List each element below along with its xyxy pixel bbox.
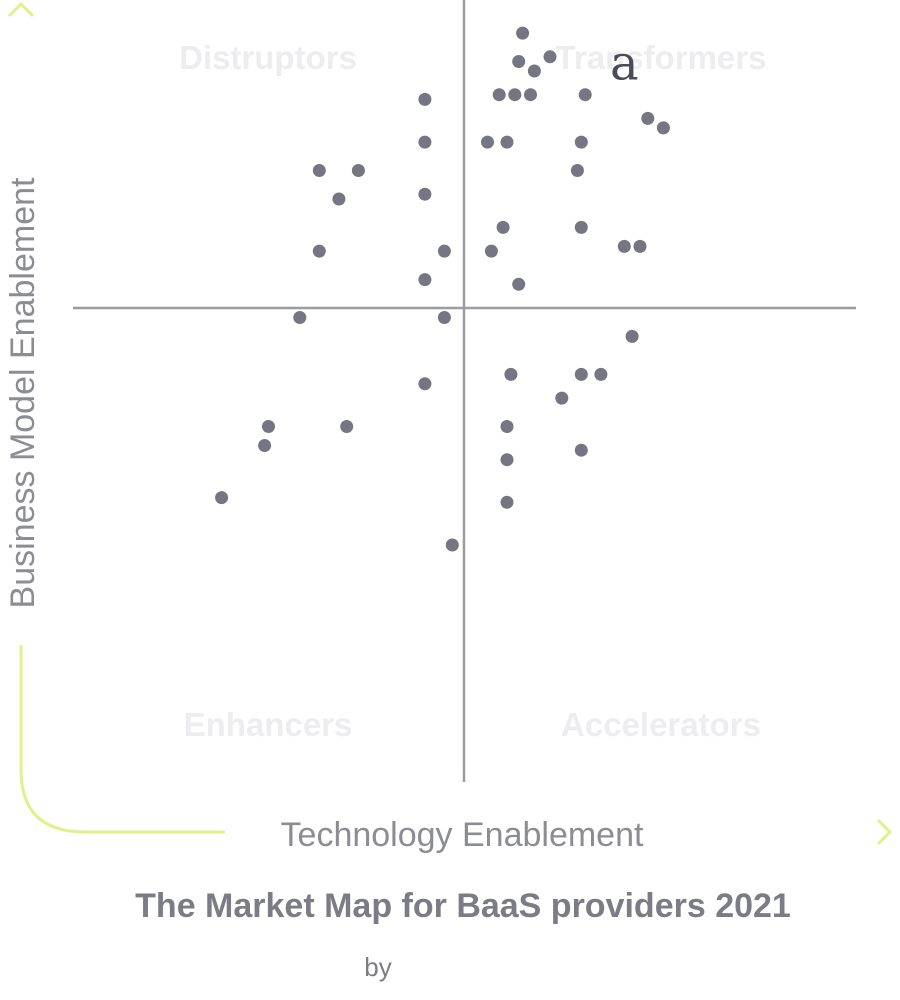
data-point-38 [262, 420, 275, 433]
data-point-13 [481, 135, 494, 149]
chart-title: The Market Map for BaaS providers 2021 [135, 887, 791, 925]
data-point-12 [418, 135, 432, 149]
data-point-3 [527, 64, 541, 78]
data-point-17 [351, 164, 365, 177]
data-point-11 [418, 92, 432, 106]
x-axis-arrow [710, 818, 892, 846]
data-point-21 [496, 220, 510, 234]
data-point-4 [543, 50, 557, 64]
data-point-22 [574, 220, 588, 234]
data-point-14 [500, 135, 514, 149]
data-point-37 [555, 391, 569, 405]
data-point-39 [340, 420, 354, 433]
quadrant-label-transformers: Transformers [556, 39, 767, 76]
data-point-30 [293, 311, 307, 324]
data-point-29 [512, 277, 526, 291]
byline: by [364, 952, 391, 982]
data-point-32 [625, 329, 639, 343]
data-point-45 [500, 495, 514, 509]
provider-logo-a: a [610, 36, 639, 92]
data-point-6 [508, 88, 522, 102]
data-point-40 [500, 420, 514, 433]
data-point-31 [437, 311, 451, 324]
data-point-7 [524, 88, 537, 102]
data-point-9 [641, 111, 655, 125]
data-point-43 [500, 453, 514, 467]
data-point-34 [504, 367, 518, 381]
data-point-25 [484, 244, 498, 258]
data-point-27 [633, 239, 647, 253]
data-point-36 [594, 367, 608, 381]
data-point-5 [492, 88, 506, 102]
data-point-33 [418, 377, 432, 391]
y-axis-arrow [7, 2, 35, 150]
data-point-15 [574, 135, 588, 149]
data-points [215, 26, 670, 552]
data-point-19 [418, 187, 432, 201]
quadrant-label-distruptors: Distruptors [179, 39, 357, 76]
x-axis-title: Technology Enablement [281, 816, 644, 854]
axis-corner-line [19, 645, 225, 834]
data-point-10 [656, 121, 670, 135]
y-axis-title: Business Model Enablement [4, 177, 42, 608]
data-point-2 [512, 55, 526, 68]
data-point-46 [445, 538, 459, 552]
quadrant-label-accelerators: Accelerators [561, 706, 761, 743]
data-point-20 [332, 192, 346, 206]
data-point-26 [617, 239, 631, 253]
data-point-8 [578, 88, 592, 102]
data-point-1 [516, 26, 530, 40]
data-point-23 [312, 244, 326, 258]
data-point-28 [418, 273, 432, 287]
data-point-42 [574, 443, 588, 457]
data-point-16 [312, 164, 326, 177]
data-point-24 [437, 244, 451, 258]
quadrant-label-enhancers: Enhancers [184, 706, 353, 743]
data-point-18 [570, 164, 584, 177]
data-point-35 [574, 367, 588, 381]
data-point-41 [258, 439, 272, 452]
data-point-44 [215, 491, 229, 505]
